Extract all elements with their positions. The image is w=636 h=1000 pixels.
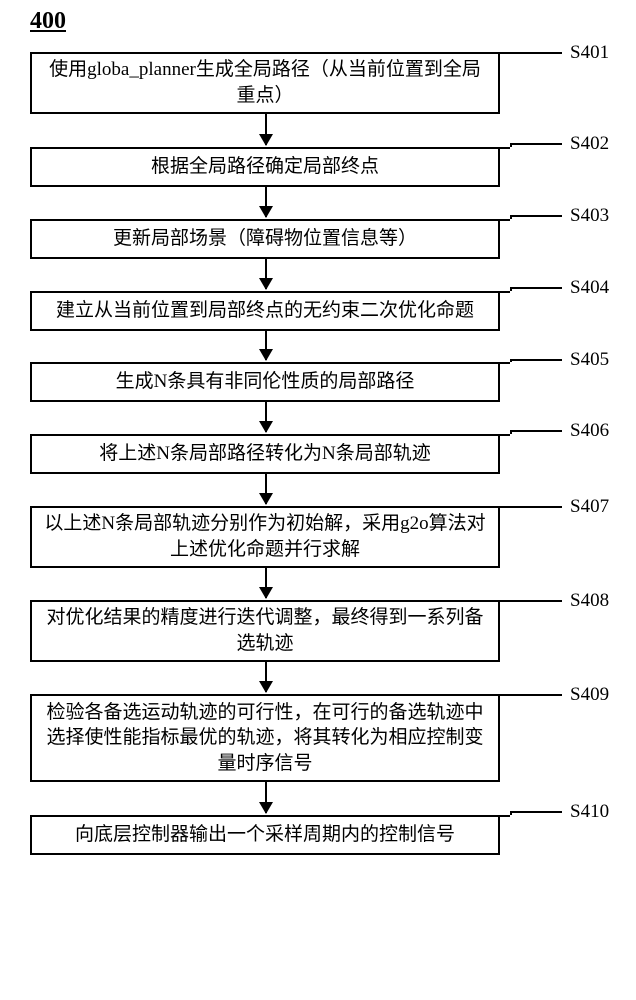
step-box-s410: 向底层控制器输出一个采样周期内的控制信号 bbox=[30, 815, 500, 855]
arrow-s408-to-s409 bbox=[265, 662, 267, 692]
step-label-s404: S404 bbox=[570, 277, 609, 299]
arrow-s402-to-s403 bbox=[265, 187, 267, 217]
callout-horizontal-2 bbox=[510, 143, 562, 145]
arrow-s406-to-s407 bbox=[265, 474, 267, 504]
arrow-s404-to-s405 bbox=[265, 331, 267, 360]
callout-horizontal bbox=[500, 694, 510, 696]
callout-horizontal-2 bbox=[510, 600, 562, 602]
step-box-s409: 检验各备选运动轨迹的可行性，在可行的备选轨迹中选择使性能指标最优的轨迹，将其转化… bbox=[30, 694, 500, 782]
step-text: 使用globa_planner生成全局路径（从当前位置到全局重点） bbox=[40, 57, 490, 108]
arrow-s403-to-s404 bbox=[265, 259, 267, 289]
callout-horizontal bbox=[500, 600, 510, 602]
arrow-s405-to-s406 bbox=[265, 402, 267, 432]
step-label-s407: S407 bbox=[570, 496, 609, 518]
callout-horizontal bbox=[500, 362, 510, 364]
step-box-s404: 建立从当前位置到局部终点的无约束二次优化命题 bbox=[30, 291, 500, 331]
step-box-s407: 以上述N条局部轨迹分别作为初始解，采用g2o算法对上述优化命题并行求解 bbox=[30, 506, 500, 568]
step-label-s409: S409 bbox=[570, 684, 609, 706]
flowchart-canvas: 400 使用globa_planner生成全局路径（从当前位置到全局重点） S40… bbox=[0, 0, 636, 1000]
callout-horizontal bbox=[500, 434, 510, 436]
step-text: 对优化结果的精度进行迭代调整，最终得到一系列备选轨迹 bbox=[40, 605, 490, 656]
step-label-s410: S410 bbox=[570, 801, 609, 823]
arrow-s409-to-s410 bbox=[265, 782, 267, 813]
arrow-s407-to-s408 bbox=[265, 568, 267, 598]
arrow-s401-to-s402 bbox=[265, 114, 267, 145]
step-text: 将上述N条局部路径转化为N条局部轨迹 bbox=[99, 441, 430, 467]
step-text: 向底层控制器输出一个采样周期内的控制信号 bbox=[75, 822, 455, 848]
step-text: 根据全局路径确定局部终点 bbox=[151, 154, 379, 180]
step-label-s402: S402 bbox=[570, 133, 609, 155]
step-label-s405: S405 bbox=[570, 349, 609, 371]
callout-horizontal-2 bbox=[510, 287, 562, 289]
step-label-s403: S403 bbox=[570, 205, 609, 227]
callout-horizontal bbox=[500, 219, 510, 221]
step-text: 更新局部场景（障碍物位置信息等） bbox=[113, 226, 417, 252]
step-box-s406: 将上述N条局部路径转化为N条局部轨迹 bbox=[30, 434, 500, 474]
step-text: 以上述N条局部轨迹分别作为初始解，采用g2o算法对上述优化命题并行求解 bbox=[40, 511, 490, 562]
callout-horizontal bbox=[500, 506, 510, 508]
callout-horizontal bbox=[500, 815, 510, 817]
step-box-s402: 根据全局路径确定局部终点 bbox=[30, 147, 500, 187]
step-label-s401: S401 bbox=[570, 42, 609, 64]
step-text: 生成N条具有非同伦性质的局部路径 bbox=[116, 369, 415, 395]
step-label-s408: S408 bbox=[570, 590, 609, 612]
callout-horizontal bbox=[500, 52, 510, 54]
step-box-s408: 对优化结果的精度进行迭代调整，最终得到一系列备选轨迹 bbox=[30, 600, 500, 662]
step-text: 建立从当前位置到局部终点的无约束二次优化命题 bbox=[56, 298, 474, 324]
callout-horizontal-2 bbox=[510, 215, 562, 217]
callout-horizontal-2 bbox=[510, 430, 562, 432]
callout-horizontal bbox=[500, 147, 510, 149]
step-text: 检验各备选运动轨迹的可行性，在可行的备选轨迹中选择使性能指标最优的轨迹，将其转化… bbox=[40, 700, 490, 777]
callout-horizontal-2 bbox=[510, 506, 562, 508]
callout-horizontal-2 bbox=[510, 359, 562, 361]
step-box-s401: 使用globa_planner生成全局路径（从当前位置到全局重点） bbox=[30, 52, 500, 114]
callout-horizontal bbox=[500, 291, 510, 293]
figure-number: 400 bbox=[30, 8, 66, 35]
step-box-s403: 更新局部场景（障碍物位置信息等） bbox=[30, 219, 500, 259]
step-box-s405: 生成N条具有非同伦性质的局部路径 bbox=[30, 362, 500, 402]
callout-horizontal-2 bbox=[510, 52, 562, 54]
step-label-s406: S406 bbox=[570, 420, 609, 442]
callout-horizontal-2 bbox=[510, 811, 562, 813]
callout-horizontal-2 bbox=[510, 694, 562, 696]
